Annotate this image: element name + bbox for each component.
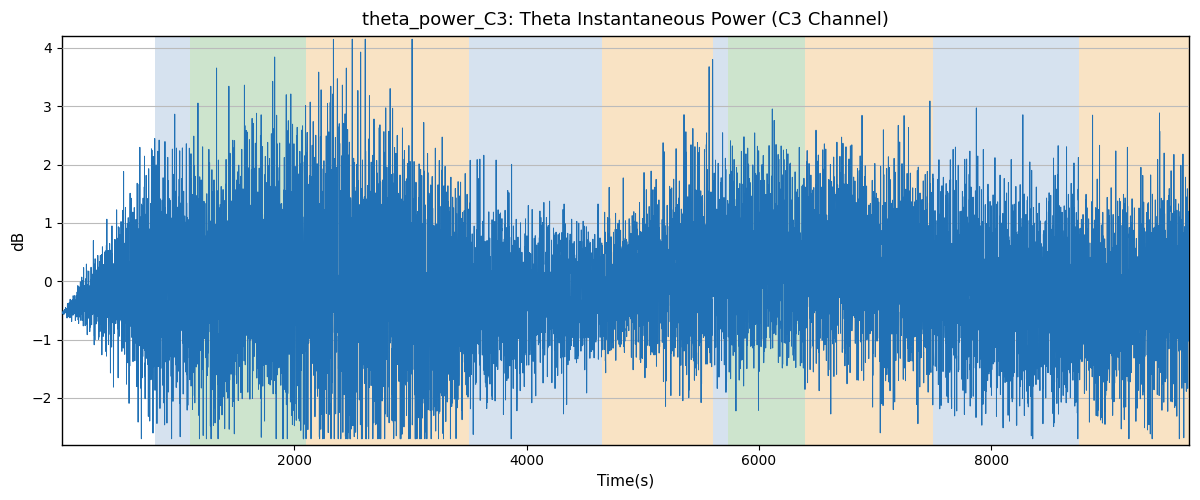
Y-axis label: dB: dB (11, 230, 26, 250)
Bar (805, 36, 934, 445)
Bar (468, 36, 602, 445)
X-axis label: Time(s): Time(s) (596, 474, 654, 489)
Bar (306, 36, 468, 445)
Bar (713, 36, 727, 445)
Bar (1079, 36, 1189, 445)
Title: theta_power_C3: Theta Instantaneous Power (C3 Channel): theta_power_C3: Theta Instantaneous Powe… (362, 11, 889, 30)
Bar (727, 36, 805, 445)
Bar (934, 36, 1079, 445)
Bar (190, 36, 306, 445)
Bar (602, 36, 713, 445)
Bar (155, 36, 190, 445)
